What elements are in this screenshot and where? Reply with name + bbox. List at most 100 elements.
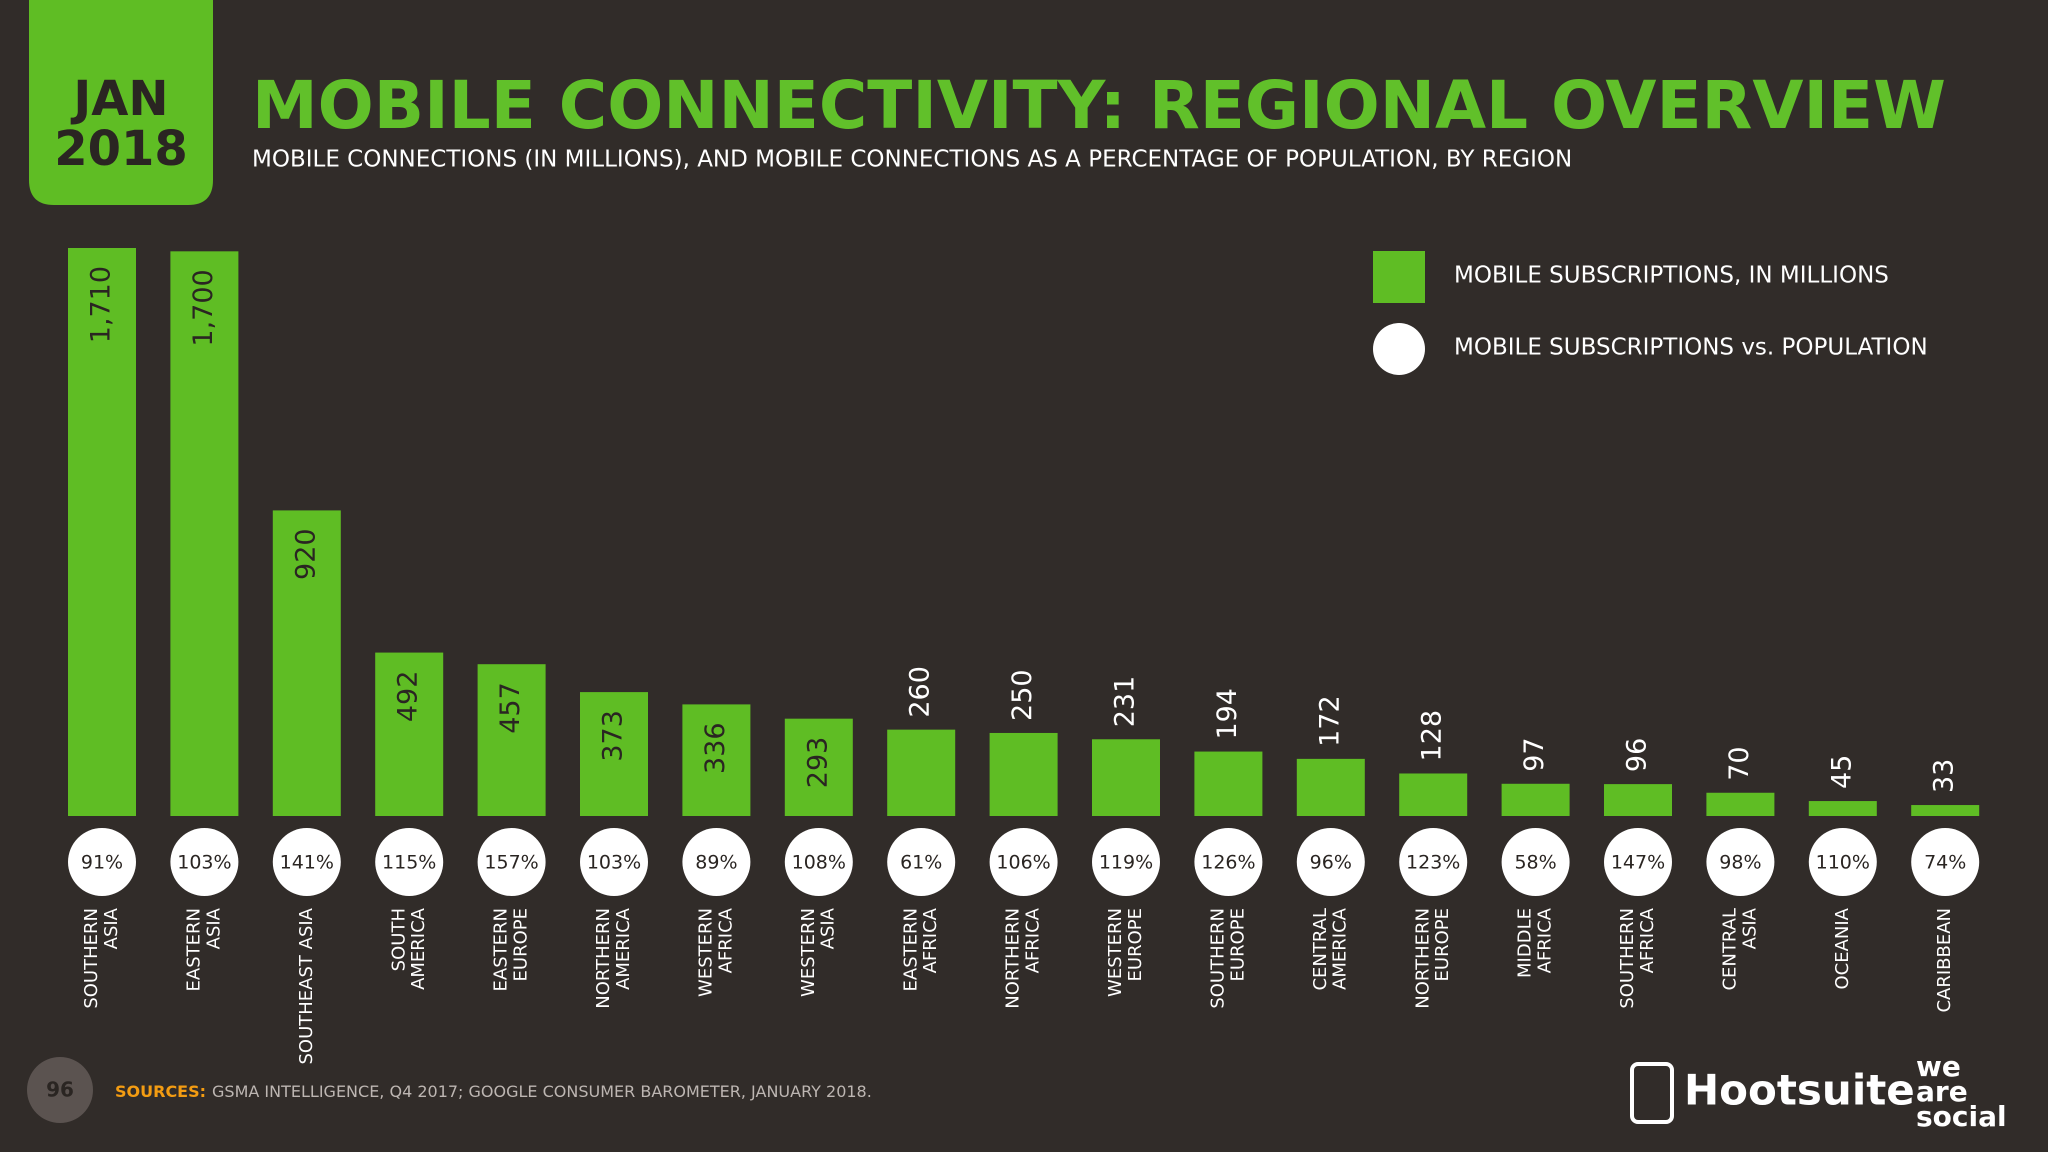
percent-marker [1399, 828, 1468, 896]
bar [887, 729, 956, 816]
bar [1194, 751, 1263, 816]
category-line: AFRICA [1637, 907, 1658, 973]
percent-label: 147% [1611, 852, 1665, 874]
percent-marker [1604, 828, 1672, 896]
bar [477, 664, 546, 816]
brand-hootsuite: Hootsuite [1684, 1066, 1915, 1115]
category-line: EUROPE [511, 908, 532, 981]
bar [1092, 739, 1160, 816]
percent-marker [68, 828, 136, 896]
sources-text: GSMA INTELLIGENCE, Q4 2017; GOOGLE CONSU… [212, 1082, 872, 1101]
category-line: SOUTH [388, 908, 409, 971]
category-line: AMERICA [613, 907, 634, 990]
percent-label: 141% [280, 852, 334, 874]
category-label: SOUTHERNASIA [81, 907, 122, 1008]
legend-swatch [1373, 251, 1425, 303]
percent-marker [272, 828, 341, 896]
bar [170, 251, 239, 816]
value-label: 96 [1622, 738, 1653, 772]
percent-label: 119% [1099, 852, 1153, 874]
sources-label: SOURCES: [115, 1082, 206, 1101]
brand-social: we [1916, 1050, 1961, 1083]
page-number: 96 [46, 1078, 74, 1102]
percent-label: 74% [1924, 852, 1966, 874]
category-line: SOUTHERN [1208, 908, 1229, 1009]
category-line: NORTHERN [1003, 908, 1024, 1009]
bar [375, 652, 444, 816]
category-line: MIDDLE [1515, 908, 1536, 978]
category-line: CENTRAL [1310, 908, 1331, 991]
category-label: CENTRALASIA [1720, 907, 1761, 990]
category-line: ASIA [101, 907, 122, 949]
value-label: 33 [1929, 759, 1960, 793]
value-label: 70 [1724, 746, 1755, 780]
value-label: 1,710 [86, 266, 117, 343]
percent-marker [375, 828, 444, 896]
category-label: CARIBBEAN [1934, 908, 1955, 1013]
category-line: WESTERN [1105, 908, 1126, 997]
percent-marker [989, 828, 1058, 896]
value-label: 260 [905, 666, 936, 718]
percent-label: 157% [484, 852, 538, 874]
bar [682, 704, 751, 816]
value-label: 231 [1110, 676, 1141, 728]
category-line: ASIA [203, 907, 224, 949]
value-label: 920 [290, 528, 321, 580]
percent-marker [170, 828, 239, 896]
percent-marker [1808, 828, 1877, 896]
badge-month: JAN [70, 71, 168, 127]
category-label: WESTERNEUROPE [1105, 908, 1146, 997]
percent-label: 115% [382, 852, 436, 874]
category-line: SOUTHERN [81, 908, 102, 1009]
category-line: SOUTHEAST ASIA [296, 907, 317, 1064]
percent-marker [682, 828, 751, 896]
chart-subtitle: MOBILE CONNECTIONS (IN MILLIONS), AND MO… [252, 147, 1572, 173]
category-line: NORTHERN [1412, 908, 1433, 1009]
category-label: SOUTHERNAFRICA [1617, 907, 1658, 1008]
category-label: NORTHERNAFRICA [1003, 907, 1044, 1008]
category-label: EASTERNAFRICA [900, 907, 941, 991]
value-label: 97 [1519, 737, 1550, 771]
percent-marker [1911, 828, 1980, 896]
category-line: CENTRAL [1720, 908, 1741, 991]
value-label: 250 [1007, 669, 1038, 721]
bar [1808, 801, 1877, 816]
category-line: OCEANIA [1832, 907, 1853, 989]
percent-label: 108% [792, 852, 846, 874]
percent-marker [477, 828, 546, 896]
category-label: EASTERNASIA [184, 907, 225, 991]
bar [784, 718, 853, 816]
percent-marker [784, 828, 853, 896]
legend-label: MOBILE SUBSCRIPTIONS, IN MILLIONS [1454, 263, 1889, 289]
category-line: SOUTHERN [1617, 908, 1638, 1009]
percent-marker [1296, 828, 1365, 896]
bar [1399, 773, 1468, 816]
percent-label: 98% [1719, 852, 1761, 874]
percent-marker [1194, 828, 1263, 896]
legend-label: MOBILE SUBSCRIPTIONS vs. POPULATION [1454, 335, 1928, 361]
bar [1911, 805, 1980, 816]
value-label: 194 [1212, 688, 1243, 740]
bar [1706, 792, 1775, 816]
category-line: EUROPE [1227, 908, 1248, 981]
category-label: SOUTHAMERICA [388, 907, 429, 990]
category-label: OCEANIA [1832, 907, 1853, 989]
percent-label: 61% [900, 852, 942, 874]
percent-marker [1706, 828, 1775, 896]
chart-title: MOBILE CONNECTIVITY: REGIONAL OVERVIEW [252, 67, 1946, 144]
value-label: 373 [598, 710, 629, 762]
percent-marker [887, 828, 956, 896]
category-label: EASTERNEUROPE [491, 908, 532, 991]
category-line: ASIA [818, 907, 839, 949]
category-label: SOUTHEAST ASIA [296, 907, 317, 1064]
category-line: AMERICA [1330, 907, 1351, 990]
category-line: EASTERN [184, 908, 205, 991]
bar [989, 732, 1058, 816]
bar [272, 510, 341, 816]
date-badge [29, 0, 213, 205]
category-line: AFRICA [715, 907, 736, 973]
category-line: WESTERN [798, 908, 819, 997]
value-label: 128 [1417, 710, 1448, 762]
percent-marker [580, 828, 648, 896]
